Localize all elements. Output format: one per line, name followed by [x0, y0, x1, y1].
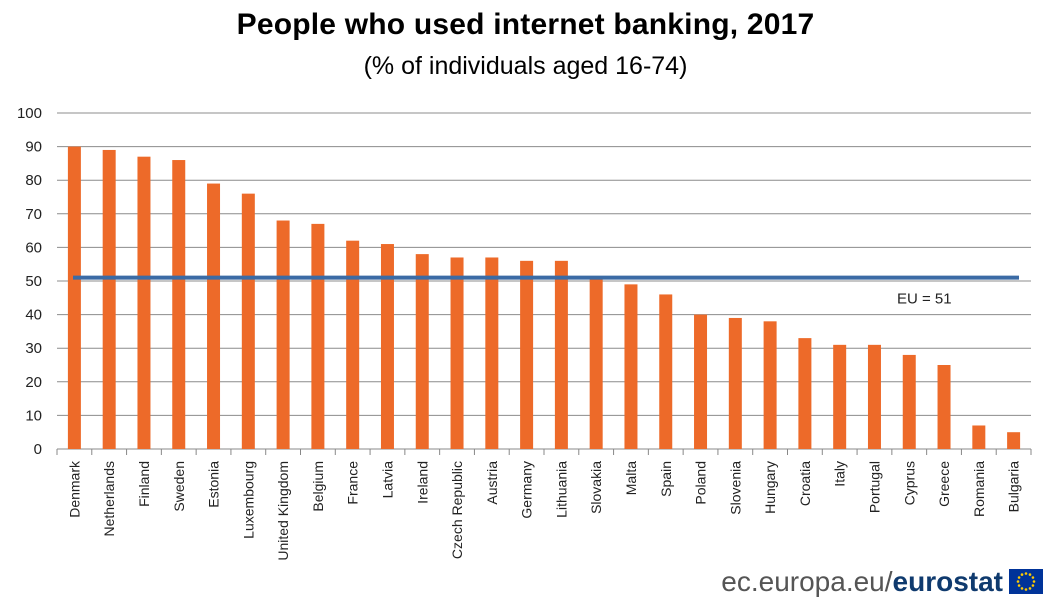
- bar: [624, 284, 638, 449]
- category-label: Romania: [971, 461, 987, 517]
- bar: [346, 240, 360, 449]
- bar: [520, 260, 534, 449]
- category-label: Slovenia: [727, 461, 743, 515]
- category-label: Netherlands: [101, 461, 117, 537]
- category-label: Estonia: [206, 461, 222, 508]
- flag-star: [1020, 573, 1024, 576]
- y-tick-label: 40: [25, 307, 42, 324]
- bar: [867, 344, 881, 449]
- y-tick-label: 100: [17, 105, 42, 122]
- category-label: Belgium: [310, 461, 326, 512]
- y-tick-label: 30: [25, 340, 42, 357]
- flag-star: [1017, 576, 1021, 579]
- category-label: Germany: [519, 461, 535, 519]
- bar: [902, 354, 916, 449]
- bar: [415, 254, 429, 449]
- bar: [554, 260, 568, 449]
- chart-subtitle: (% of individuals aged 16-74): [363, 52, 688, 80]
- category-label: United Kingdom: [275, 461, 291, 561]
- chart-title: People who used internet banking, 2017: [236, 8, 815, 41]
- category-label: Poland: [693, 461, 709, 505]
- category-label: Croatia: [797, 461, 813, 506]
- flag-star: [1032, 580, 1036, 583]
- category-label: Greece: [936, 461, 952, 507]
- flag-star: [1024, 588, 1028, 591]
- bar: [172, 160, 186, 450]
- y-tick-label: 50: [25, 273, 42, 290]
- category-label: Luxembourg: [240, 461, 256, 539]
- y-tick-label: 80: [25, 172, 42, 189]
- eu-average-label: EU = 51: [897, 291, 952, 308]
- bar: [1007, 432, 1021, 449]
- category-label: Hungary: [762, 461, 778, 514]
- bar: [380, 244, 394, 449]
- bar: [659, 294, 673, 449]
- reference-line-group: EU = 51: [73, 275, 1019, 308]
- y-tick-label: 70: [25, 206, 42, 223]
- category-label: Denmark: [66, 460, 82, 518]
- bar: [102, 149, 116, 449]
- bar: [589, 277, 603, 449]
- bar: [67, 146, 81, 449]
- category-label: Bulgaria: [1006, 461, 1022, 513]
- bars: [67, 146, 1021, 450]
- category-label: Lithuania: [553, 461, 569, 518]
- category-label: Italy: [832, 461, 848, 487]
- category-label: France: [345, 461, 361, 505]
- bar: [311, 223, 325, 449]
- bar: [937, 365, 951, 449]
- flag-star: [1017, 584, 1021, 587]
- bar: [763, 321, 777, 449]
- bar: [694, 314, 708, 449]
- flag-star: [1016, 580, 1020, 583]
- category-label: Finland: [136, 461, 152, 507]
- flag-star: [1024, 572, 1028, 575]
- bar: [972, 425, 986, 449]
- bar: [207, 183, 221, 449]
- bar: [798, 338, 812, 449]
- bar: [450, 257, 464, 449]
- eu-flag-stars: [1016, 572, 1036, 591]
- y-tick-label: 90: [25, 139, 42, 156]
- y-tick-label: 60: [25, 239, 42, 256]
- bar: [833, 344, 847, 449]
- category-label: Cyprus: [901, 461, 917, 505]
- category-label: Sweden: [171, 461, 187, 512]
- bar: [728, 317, 742, 449]
- category-label: Austria: [484, 461, 500, 505]
- bar: [485, 257, 499, 449]
- source-brand: eurostat: [892, 566, 1003, 597]
- category-label: Portugal: [866, 461, 882, 513]
- flag-star: [1028, 587, 1032, 590]
- source-footer: ec.europa.eu/eurostat: [721, 566, 1003, 598]
- y-tick-label: 20: [25, 374, 42, 391]
- bar: [137, 156, 151, 449]
- source-site: ec.europa.eu/: [721, 566, 893, 597]
- category-label: Czech Republic: [449, 461, 465, 559]
- y-tick-label: 0: [34, 441, 42, 458]
- y-axis-ticks: 0 10 20 30 40 50 60 70 80 90 100: [17, 105, 42, 458]
- bar: [276, 220, 290, 449]
- category-label: Spain: [658, 461, 674, 497]
- eu-flag-icon: [1009, 569, 1043, 594]
- category-label: Slovakia: [588, 461, 604, 514]
- bar: [241, 193, 255, 449]
- flag-star: [1031, 576, 1035, 579]
- y-tick-label: 10: [25, 407, 42, 424]
- flag-star: [1031, 584, 1035, 587]
- flag-star: [1020, 587, 1024, 590]
- grid-lines: [57, 112, 1031, 450]
- category-label: Latvia: [379, 461, 395, 499]
- category-label: Ireland: [414, 461, 430, 504]
- x-axis-labels: Denmark Netherlands Finland Sweden Estonia Lu…: [56, 449, 1032, 561]
- category-label: Malta: [623, 461, 639, 495]
- flag-star: [1028, 573, 1032, 576]
